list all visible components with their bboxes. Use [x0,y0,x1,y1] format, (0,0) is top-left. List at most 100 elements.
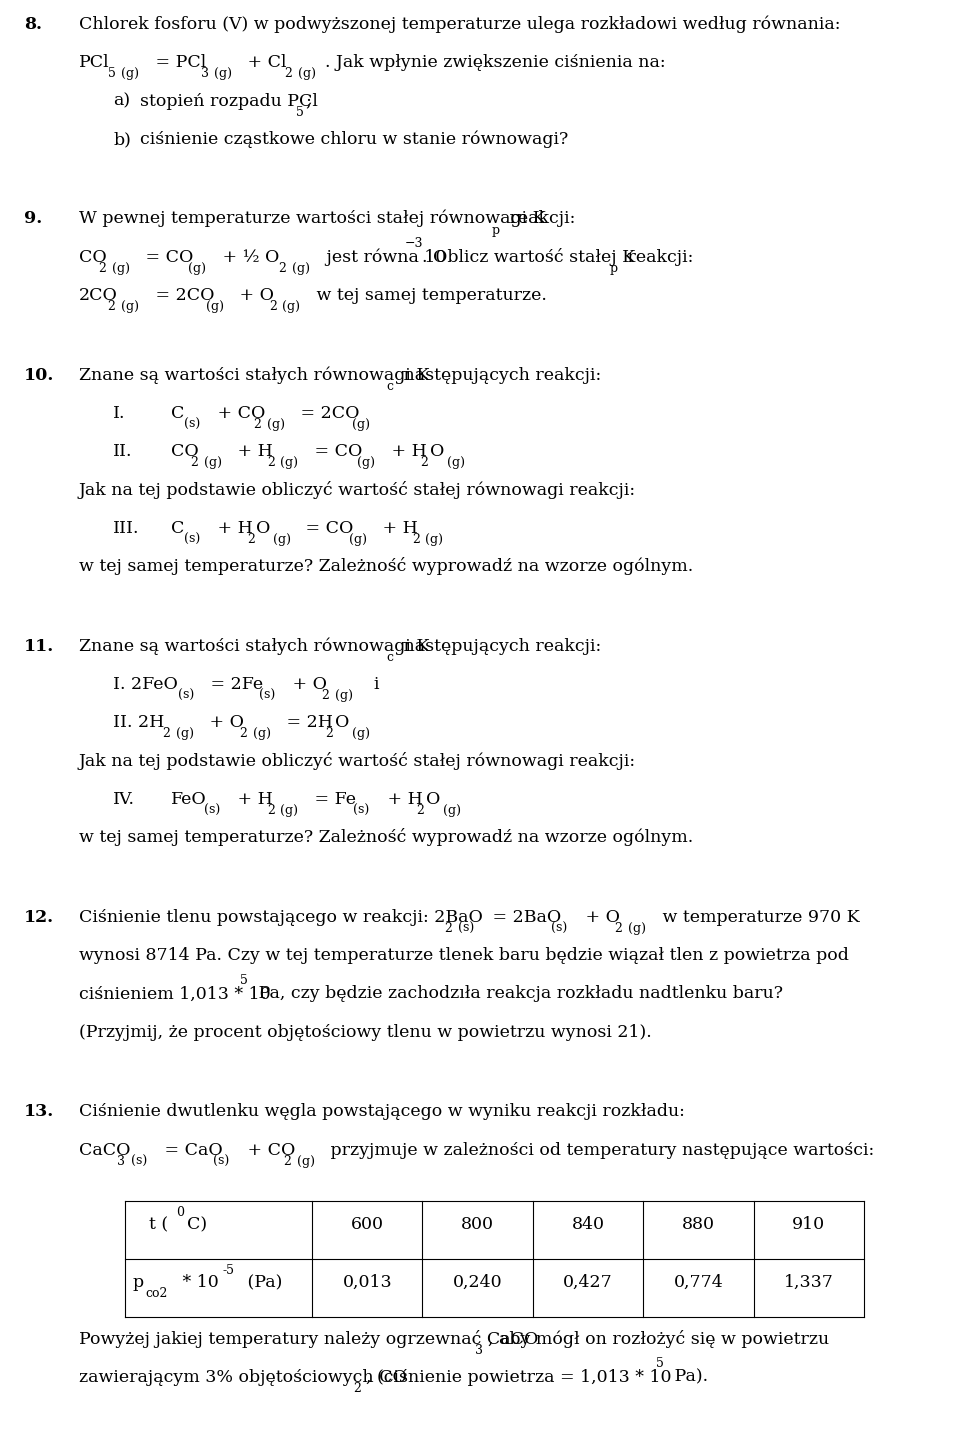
Text: (s): (s) [200,804,220,817]
Text: przyjmuje w zależności od temperatury następujące wartości:: przyjmuje w zależności od temperatury na… [325,1142,875,1158]
Text: (s): (s) [454,923,474,936]
Text: (g): (g) [345,534,367,547]
Text: i: i [363,677,379,693]
Text: 910: 910 [792,1216,826,1233]
Text: następujących reakcji:: następujących reakcji: [398,367,602,383]
Text: c: c [386,651,393,664]
Text: = 2CO: = 2CO [295,405,359,422]
Text: (g): (g) [443,457,465,470]
Text: 2: 2 [614,923,622,936]
Text: w tej samej temperaturze? Zależność wyprowadź na wzorze ogólnym.: w tej samej temperaturze? Zależność wypr… [79,557,693,576]
Text: Ciśnienie tlenu powstającego w reakcji: 2BaO: Ciśnienie tlenu powstającego w reakcji: … [79,910,483,925]
Text: 2: 2 [353,1382,361,1395]
Text: (s): (s) [180,418,201,431]
Text: = 2H: = 2H [281,714,333,732]
Text: 10.: 10. [24,367,55,383]
Text: b): b) [113,132,132,147]
Text: = 2BaO: = 2BaO [487,910,561,925]
Text: Powyżej jakiej temperatury należy ogrzewnać CaCO: Powyżej jakiej temperatury należy ogrzew… [79,1329,539,1348]
Text: 2: 2 [412,534,420,547]
Text: (Pa): (Pa) [242,1274,282,1291]
Text: (g): (g) [200,457,222,470]
Text: (g): (g) [421,534,444,547]
Text: (s): (s) [127,1155,147,1168]
Text: (s): (s) [547,923,567,936]
Text: reakcji:: reakcji: [504,211,575,227]
Text: w temperaturze 970 K: w temperaturze 970 K [657,910,859,925]
Text: + H: + H [386,444,427,460]
Text: p: p [492,224,499,237]
Text: = PCl: = PCl [150,55,206,71]
Text: ciśnieniem 1,013 * 10: ciśnieniem 1,013 * 10 [79,986,271,1002]
Text: II.: II. [113,444,132,460]
Text: ;: ; [305,93,311,110]
Text: (g): (g) [263,418,285,431]
Text: 2: 2 [283,1155,291,1168]
Text: + O: + O [287,677,327,693]
Text: 5: 5 [240,975,248,988]
Text: (g): (g) [331,690,353,703]
Text: 3: 3 [117,1155,125,1168]
Text: zawierającym 3% objętościowych CO: zawierającym 3% objętościowych CO [79,1369,407,1385]
Text: 3: 3 [475,1343,483,1356]
Text: . Oblicz wartość stałej K: . Oblicz wartość stałej K [422,247,636,266]
Text: , aby mógł on rozłożyć się w powietrzu: , aby mógł on rozłożyć się w powietrzu [488,1329,828,1348]
Text: 0,240: 0,240 [453,1274,502,1291]
Text: (Przyjmij, że procent objętościowy tlenu w powietrzu wynosi 21).: (Przyjmij, że procent objętościowy tlenu… [79,1024,652,1041]
Text: 2: 2 [420,457,428,470]
Text: 2: 2 [267,457,275,470]
Text: t (: t ( [149,1216,168,1233]
Text: 2: 2 [322,690,329,703]
Text: C): C) [187,1216,207,1233]
Text: + O: + O [204,714,245,732]
Text: W pewnej temperaturze wartości stałej równowagi K: W pewnej temperaturze wartości stałej ró… [79,210,545,227]
Text: 0: 0 [176,1206,183,1219]
Text: (s): (s) [209,1155,229,1168]
Text: II. 2H: II. 2H [113,714,165,732]
Text: (g): (g) [117,301,139,314]
Text: = 2Fe: = 2Fe [205,677,264,693]
Text: = CO: = CO [300,521,354,536]
Text: + H: + H [212,521,253,536]
Text: FeO: FeO [171,791,206,808]
Text: (g): (g) [353,457,375,470]
Text: Jak na tej podstawie obliczyć wartość stałej równowagi reakcji:: Jak na tej podstawie obliczyć wartość st… [79,480,636,499]
Text: Ciśnienie dwutlenku węgla powstającego w wyniku reakcji rozkładu:: Ciśnienie dwutlenku węgla powstającego w… [79,1103,684,1121]
Text: (g): (g) [294,68,316,81]
Text: następujących reakcji:: następujących reakcji: [398,638,602,655]
Text: (s): (s) [174,690,194,703]
Text: 2: 2 [239,727,247,740]
Text: O: O [430,444,444,460]
Text: c: c [386,380,393,393]
Text: = Fe: = Fe [309,791,356,808]
Text: 8.: 8. [24,16,42,33]
Text: PCl: PCl [79,55,109,71]
Text: (s): (s) [255,690,276,703]
Text: + O: + O [234,288,275,304]
Text: (g): (g) [184,262,206,275]
Text: 3: 3 [201,68,208,81]
Text: 5: 5 [296,106,303,119]
Text: (g): (g) [249,727,271,740]
Text: 2: 2 [98,262,106,275]
Text: (g): (g) [278,301,300,314]
Text: 2: 2 [269,301,276,314]
Text: w tej samej temperaturze.: w tej samej temperaturze. [311,288,547,304]
Text: (g): (g) [293,1155,315,1168]
Text: 0,013: 0,013 [343,1274,392,1291]
Text: IV.: IV. [113,791,135,808]
Text: , (ciśnienie powietrza = 1,013 * 10: , (ciśnienie powietrza = 1,013 * 10 [366,1369,671,1385]
Text: 2CO: 2CO [79,288,117,304]
Text: ciśnienie cząstkowe chloru w stanie równowagi?: ciśnienie cząstkowe chloru w stanie równ… [140,130,568,147]
Text: 2: 2 [417,804,424,817]
Text: 12.: 12. [24,910,54,925]
Text: a): a) [113,93,131,110]
Text: = 2CO: = 2CO [150,288,214,304]
Text: O: O [426,791,441,808]
Text: * 10: * 10 [177,1274,218,1291]
Text: 800: 800 [461,1216,494,1233]
Text: p: p [610,262,617,275]
Text: 840: 840 [571,1216,605,1233]
Text: + H: + H [232,444,274,460]
Text: 11.: 11. [24,638,55,655]
